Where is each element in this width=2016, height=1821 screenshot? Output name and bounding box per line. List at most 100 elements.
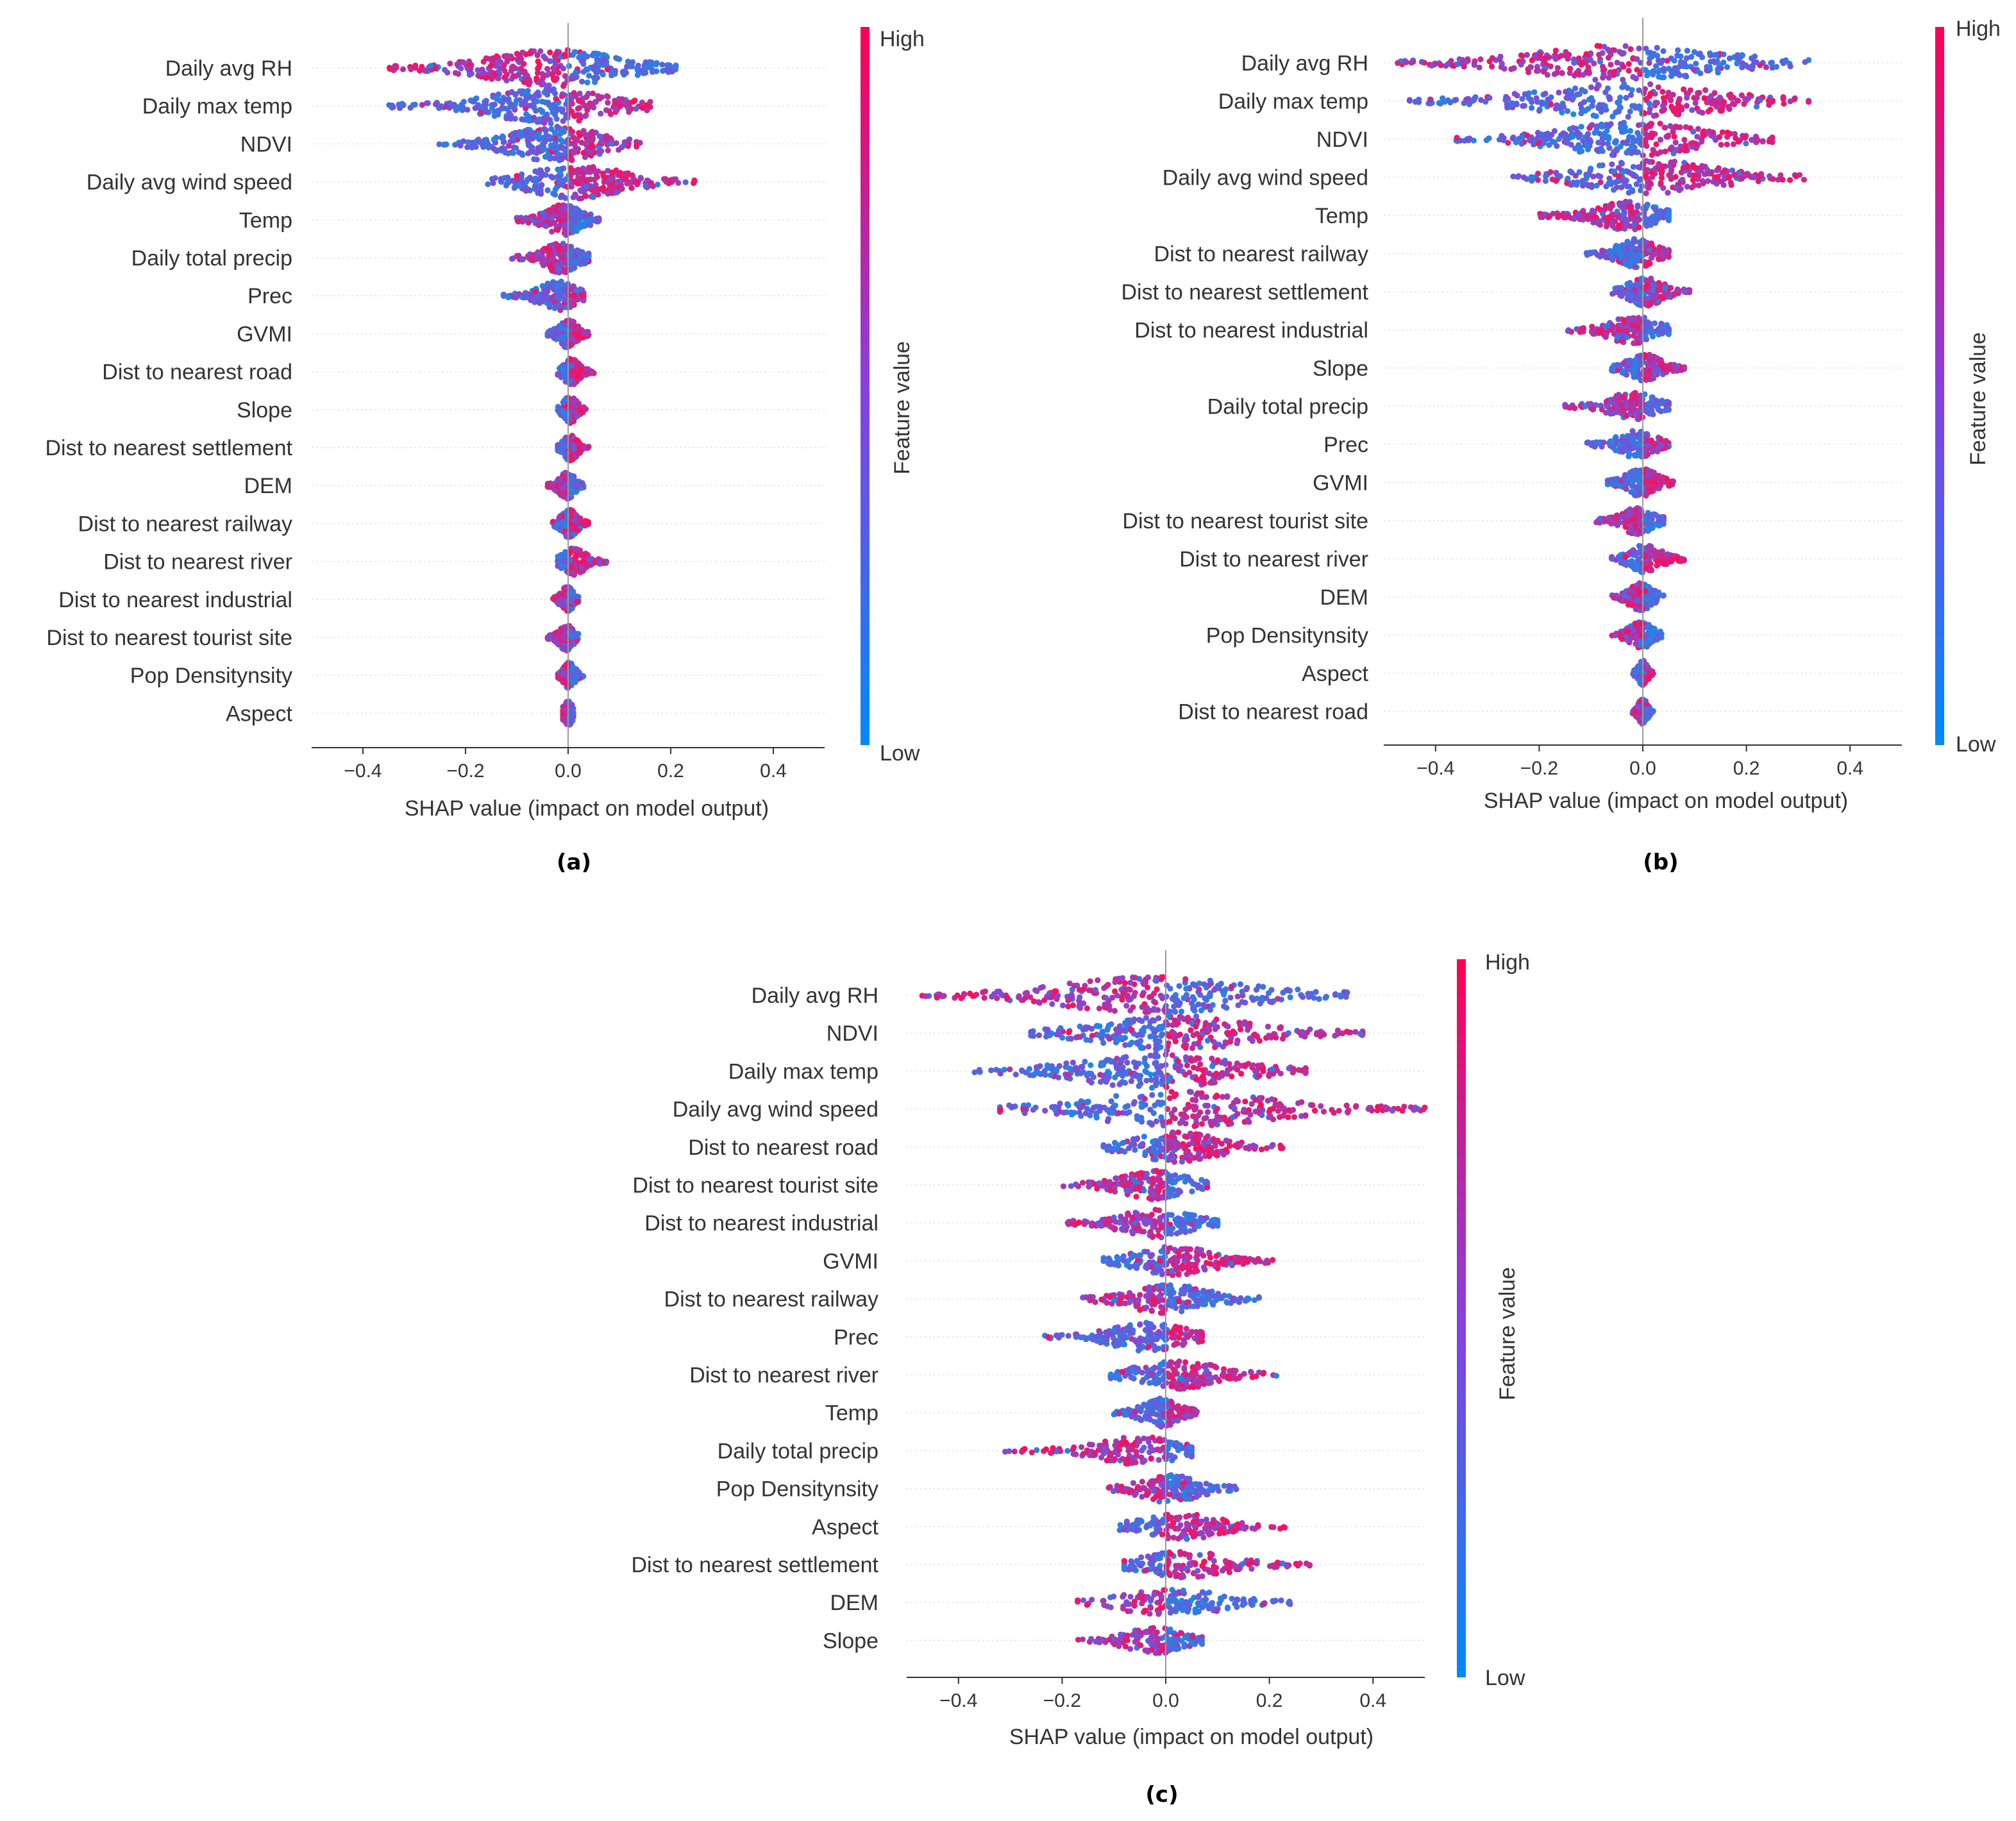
shap-point xyxy=(559,156,565,162)
shap-point xyxy=(1634,202,1641,209)
shap-point xyxy=(1478,97,1484,103)
shap-point xyxy=(609,169,615,176)
shap-point xyxy=(571,380,578,387)
shap-point xyxy=(508,101,514,108)
shap-point xyxy=(568,408,575,415)
shap-point xyxy=(1631,237,1637,244)
shap-point xyxy=(1656,214,1663,220)
shap-point xyxy=(582,113,589,119)
shap-point xyxy=(532,134,538,140)
shap-point xyxy=(1757,97,1763,103)
shap-point xyxy=(1766,138,1772,145)
shap-point xyxy=(571,224,578,231)
shap-point xyxy=(639,105,646,111)
shap-point xyxy=(548,120,554,126)
shap-point xyxy=(617,178,624,185)
shap-point xyxy=(633,106,639,112)
shap-point xyxy=(580,58,587,64)
shap-point xyxy=(1700,180,1706,187)
shap-point xyxy=(419,63,425,70)
shap-point xyxy=(541,120,548,126)
shap-point xyxy=(1668,167,1675,173)
shap-point xyxy=(539,181,545,189)
shap-point xyxy=(589,90,596,97)
shap-point xyxy=(1630,172,1637,179)
shap-point xyxy=(386,102,392,108)
shap-point xyxy=(614,189,620,196)
shap-point xyxy=(521,61,527,67)
shap-point xyxy=(500,291,507,298)
shap-point xyxy=(1568,142,1574,148)
shap-point xyxy=(1676,97,1683,104)
shap-point xyxy=(603,133,610,139)
shap-point xyxy=(629,172,635,178)
shap-point xyxy=(1647,90,1654,97)
shap-point xyxy=(454,61,460,67)
shap-point xyxy=(1777,172,1784,178)
shap-point xyxy=(572,331,578,337)
shap-point xyxy=(523,105,529,112)
shap-point xyxy=(1611,187,1617,193)
shap-point xyxy=(512,184,518,190)
shap-point xyxy=(555,69,562,76)
shap-point xyxy=(550,285,556,291)
shap-point xyxy=(547,264,553,271)
shap-point xyxy=(564,183,571,190)
shap-point xyxy=(1606,180,1612,187)
shap-point xyxy=(554,294,560,301)
shap-point xyxy=(1563,131,1569,138)
shap-point xyxy=(1649,121,1655,127)
shap-point xyxy=(1653,141,1659,147)
shap-point xyxy=(528,95,535,101)
shap-point xyxy=(641,70,647,76)
shap-point xyxy=(1705,171,1711,177)
feature-points-row xyxy=(555,659,587,691)
shap-point xyxy=(1683,103,1690,109)
shap-point xyxy=(1656,74,1662,80)
shap-point xyxy=(566,226,573,232)
shap-point xyxy=(1651,113,1657,119)
shap-point xyxy=(391,67,397,74)
shap-point xyxy=(464,106,471,113)
shap-point xyxy=(582,219,589,225)
shap-point xyxy=(592,68,599,74)
shap-point xyxy=(560,670,566,676)
shap-point xyxy=(1443,63,1449,69)
shap-point xyxy=(573,192,579,199)
shap-point xyxy=(1592,76,1599,83)
feature-label: Daily max temp xyxy=(142,94,292,119)
shap-point xyxy=(1586,70,1592,76)
shap-point xyxy=(534,119,541,125)
shap-point xyxy=(1570,95,1576,101)
feature-label: Dist to nearest tourist site xyxy=(46,626,292,650)
shap-point xyxy=(1657,121,1663,127)
shap-point xyxy=(600,71,606,78)
shap-point xyxy=(1659,88,1666,95)
shap-point xyxy=(1724,130,1731,136)
shap-point xyxy=(1522,91,1528,97)
shap-point xyxy=(532,289,539,295)
shap-point xyxy=(582,141,589,147)
shap-point xyxy=(557,169,564,176)
shap-point xyxy=(584,67,591,73)
shap-point xyxy=(573,553,579,559)
shap-point xyxy=(1572,85,1579,92)
shap-point xyxy=(1575,134,1582,140)
shap-point xyxy=(604,66,610,72)
shap-point xyxy=(1486,95,1493,101)
shap-point xyxy=(526,79,533,85)
shap-point xyxy=(1528,174,1534,180)
shap-point xyxy=(558,217,564,224)
shap-point xyxy=(572,179,578,185)
shap-point xyxy=(1629,187,1636,194)
shap-point xyxy=(539,71,546,77)
shap-point xyxy=(1554,65,1561,71)
shap-point xyxy=(1692,100,1699,106)
shap-point xyxy=(1592,130,1598,136)
shap-point xyxy=(1578,124,1584,130)
shap-point xyxy=(457,142,464,149)
panel-a-label: (a) xyxy=(557,850,591,875)
shap-point xyxy=(1607,49,1613,55)
shap-point xyxy=(1550,138,1556,145)
shap-point xyxy=(574,450,581,457)
